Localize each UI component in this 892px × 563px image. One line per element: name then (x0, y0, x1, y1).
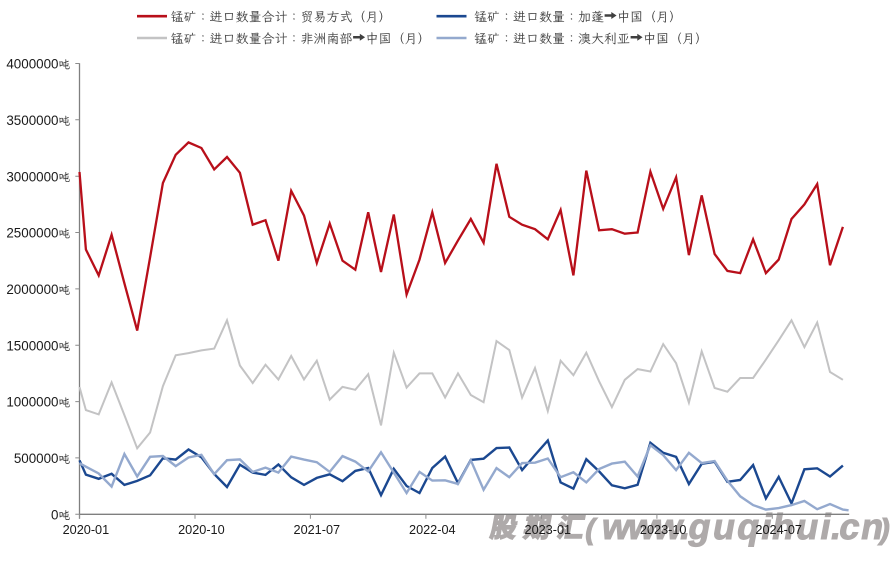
svg-text:2023-10: 2023-10 (640, 523, 687, 537)
svg-text:2022-04: 2022-04 (409, 523, 456, 537)
svg-text:2020-01: 2020-01 (63, 523, 110, 537)
svg-text:0: 0 (51, 507, 58, 522)
svg-text:2020-10: 2020-10 (178, 523, 225, 537)
svg-text:2500000: 2500000 (6, 226, 58, 241)
svg-text:500000: 500000 (14, 451, 59, 466)
svg-text:3000000: 3000000 (6, 169, 58, 184)
svg-text:2024-07: 2024-07 (755, 523, 802, 537)
svg-text:2023-01: 2023-01 (525, 523, 572, 537)
svg-text:4000000: 4000000 (6, 57, 58, 72)
svg-text:3500000: 3500000 (6, 113, 58, 128)
svg-text:2000000: 2000000 (6, 282, 58, 297)
svg-text:1500000: 1500000 (6, 338, 58, 353)
svg-text:1000000: 1000000 (6, 395, 58, 410)
svg-text:2021-07: 2021-07 (294, 523, 341, 537)
